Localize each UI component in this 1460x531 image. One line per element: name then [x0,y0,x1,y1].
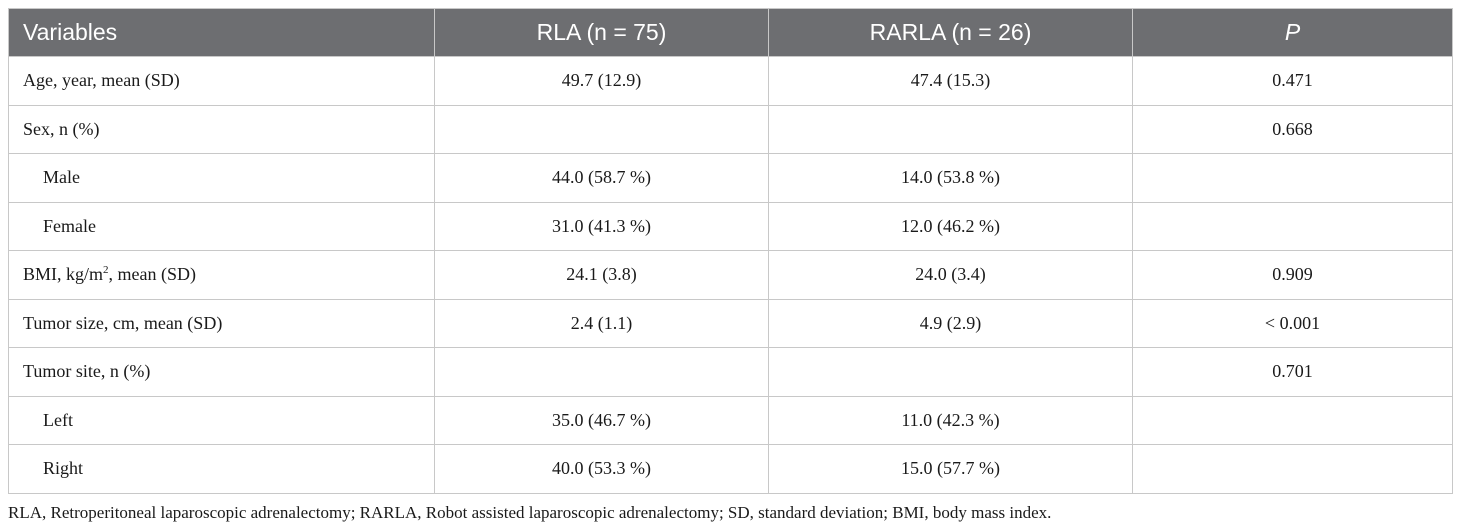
table-row: Tumor site, n (%) 0.701 [8,347,1453,397]
rarla-value: 24.0 (3.4) [768,250,1133,300]
table-footnote: RLA, Retroperitoneal laparoscopic adrena… [8,503,1052,522]
row-label-suffix: , mean (SD) [108,264,196,285]
table-row: Female 31.0 (41.3 %) 12.0 (46.2 %) [8,201,1453,251]
header-rla: RLA (n = 75) [434,8,769,57]
p-value: 0.668 [1132,104,1453,154]
p-value [1132,201,1453,251]
rarla-value: 4.9 (2.9) [768,298,1133,348]
table-row: Tumor size, cm, mean (SD) 2.4 (1.1) 4.9 … [8,298,1453,348]
row-label: Left [8,395,435,445]
baseline-characteristics-table: Variables RLA (n = 75) RARLA (n = 26) P … [8,8,1453,494]
p-value: 0.909 [1132,250,1453,300]
rla-value: 31.0 (41.3 %) [434,201,769,251]
table-row: Male 44.0 (58.7 %) 14.0 (53.8 %) [8,153,1453,203]
rarla-value: 14.0 (53.8 %) [768,153,1133,203]
data-table-container: Variables RLA (n = 75) RARLA (n = 26) P … [8,8,1453,494]
row-label: BMI, kg/m2, mean (SD) [8,250,435,300]
row-label: Male [8,153,435,203]
table-header-row: Variables RLA (n = 75) RARLA (n = 26) P [8,8,1453,57]
rla-value [434,347,769,397]
rla-value: 44.0 (58.7 %) [434,153,769,203]
rla-value: 24.1 (3.8) [434,250,769,300]
row-label: Right [8,444,435,494]
header-rarla: RARLA (n = 26) [768,8,1133,57]
rarla-value: 12.0 (46.2 %) [768,201,1133,251]
rarla-value [768,104,1133,154]
rarla-value: 11.0 (42.3 %) [768,395,1133,445]
row-label-text: BMI, kg/m [23,264,104,285]
rarla-value: 15.0 (57.7 %) [768,444,1133,494]
row-label: Female [8,201,435,251]
rla-value: 49.7 (12.9) [434,56,769,106]
rla-value: 40.0 (53.3 %) [434,444,769,494]
rla-value [434,104,769,154]
table-row: Left 35.0 (46.7 %) 11.0 (42.3 %) [8,395,1453,445]
p-value [1132,444,1453,494]
p-value: < 0.001 [1132,298,1453,348]
p-value [1132,395,1453,445]
rla-value: 2.4 (1.1) [434,298,769,348]
rla-value: 35.0 (46.7 %) [434,395,769,445]
header-p-value: P [1132,8,1453,57]
table-row: Sex, n (%) 0.668 [8,104,1453,154]
header-variables: Variables [8,8,435,57]
p-value: 0.701 [1132,347,1453,397]
table-row: Right 40.0 (53.3 %) 15.0 (57.7 %) [8,444,1453,494]
row-label: Sex, n (%) [8,104,435,154]
table-row: BMI, kg/m2, mean (SD) 24.1 (3.8) 24.0 (3… [8,250,1453,300]
rarla-value: 47.4 (15.3) [768,56,1133,106]
p-value: 0.471 [1132,56,1453,106]
row-label: Tumor site, n (%) [8,347,435,397]
rarla-value [768,347,1133,397]
superscript-2: 2 [103,264,109,277]
row-label: Age, year, mean (SD) [8,56,435,106]
row-label: Tumor size, cm, mean (SD) [8,298,435,348]
p-value [1132,153,1453,203]
table-row: Age, year, mean (SD) 49.7 (12.9) 47.4 (1… [8,56,1453,106]
